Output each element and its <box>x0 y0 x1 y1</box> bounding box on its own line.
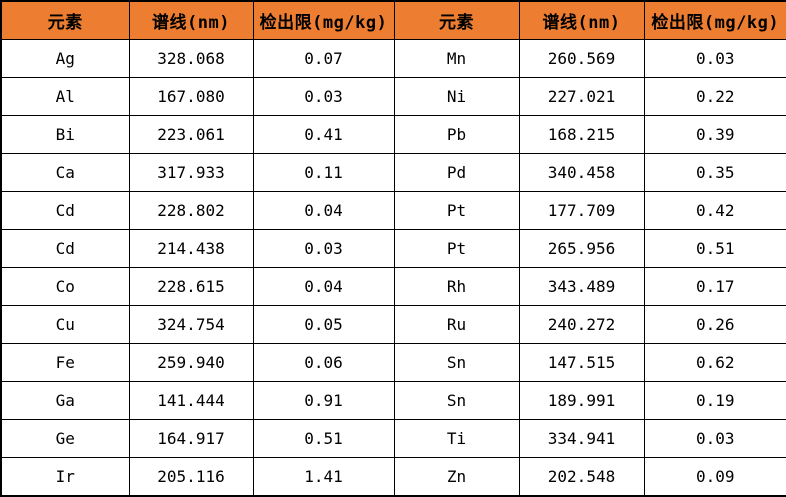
table-row: Ge 164.917 0.51 Ti 334.941 0.03 <box>0 418 786 458</box>
detection-limit-cell: 1.41 <box>252 456 395 497</box>
detection-limit-cell: 0.42 <box>643 190 786 230</box>
detection-limit-cell: 0.03 <box>643 418 786 458</box>
header-row: 元素 谱线(nm) 检出限(mg/kg) 元素 谱线(nm) 检出限(mg/kg… <box>0 0 786 40</box>
wavelength-cell: 147.515 <box>518 342 645 382</box>
wavelength-cell: 223.061 <box>128 114 254 154</box>
element-cell: Cu <box>0 304 130 344</box>
wavelength-cell: 177.709 <box>518 190 645 230</box>
element-cell: Ru <box>393 304 520 344</box>
header-detection-limit-left: 检出限(mg/kg) <box>252 0 395 40</box>
table-row: Ir 205.116 1.41 Zn 202.548 0.09 <box>0 456 786 497</box>
wavelength-cell: 265.956 <box>518 228 645 268</box>
table-row: Ga 141.444 0.91 Sn 189.991 0.19 <box>0 380 786 420</box>
element-cell: Ti <box>393 418 520 458</box>
table-row: Fe 259.940 0.06 Sn 147.515 0.62 <box>0 342 786 382</box>
detection-limit-cell: 0.51 <box>252 418 395 458</box>
wavelength-cell: 334.941 <box>518 418 645 458</box>
element-cell: Pt <box>393 190 520 230</box>
table-row: Bi 223.061 0.41 Pb 168.215 0.39 <box>0 114 786 154</box>
detection-limit-cell: 0.04 <box>252 266 395 306</box>
element-cell: Zn <box>393 456 520 497</box>
table-row: Ag 328.068 0.07 Mn 260.569 0.03 <box>0 38 786 78</box>
table-row: Al 167.080 0.03 Ni 227.021 0.22 <box>0 76 786 116</box>
element-cell: Ag <box>0 38 130 78</box>
wavelength-cell: 260.569 <box>518 38 645 78</box>
detection-limit-cell: 0.09 <box>643 456 786 497</box>
element-cell: Co <box>0 266 130 306</box>
table-row: Cu 324.754 0.05 Ru 240.272 0.26 <box>0 304 786 344</box>
element-cell: Ga <box>0 380 130 420</box>
element-cell: Mn <box>393 38 520 78</box>
detection-limit-cell: 0.91 <box>252 380 395 420</box>
element-cell: Ni <box>393 76 520 116</box>
wavelength-cell: 141.444 <box>128 380 254 420</box>
detection-limit-cell: 0.03 <box>252 76 395 116</box>
detection-limit-cell: 0.41 <box>252 114 395 154</box>
table-body: Ag 328.068 0.07 Mn 260.569 0.03 Al 167.080 0.03 N… <box>0 38 786 497</box>
detection-limit-cell: 0.51 <box>643 228 786 268</box>
element-cell: Ir <box>0 456 130 497</box>
detection-limit-cell: 0.26 <box>643 304 786 344</box>
wavelength-cell: 168.215 <box>518 114 645 154</box>
wavelength-cell: 317.933 <box>128 152 254 192</box>
header-element-left: 元素 <box>0 0 130 40</box>
detection-limit-cell: 0.19 <box>643 380 786 420</box>
element-cell: Pt <box>393 228 520 268</box>
element-cell: Pb <box>393 114 520 154</box>
detection-limit-cell: 0.07 <box>252 38 395 78</box>
element-cell: Ca <box>0 152 130 192</box>
table-row: Cd 228.802 0.04 Pt 177.709 0.42 <box>0 190 786 230</box>
detection-limit-cell: 0.03 <box>252 228 395 268</box>
wavelength-cell: 324.754 <box>128 304 254 344</box>
detection-limit-cell: 0.39 <box>643 114 786 154</box>
table-row: Ca 317.933 0.11 Pd 340.458 0.35 <box>0 152 786 192</box>
element-cell: Sn <box>393 380 520 420</box>
table-row: Co 228.615 0.04 Rh 343.489 0.17 <box>0 266 786 306</box>
detection-limit-cell: 0.35 <box>643 152 786 192</box>
element-cell: Fe <box>0 342 130 382</box>
detection-limit-cell: 0.06 <box>252 342 395 382</box>
detection-limit-cell: 0.11 <box>252 152 395 192</box>
element-cell: Rh <box>393 266 520 306</box>
wavelength-cell: 228.802 <box>128 190 254 230</box>
detection-limit-cell: 0.04 <box>252 190 395 230</box>
wavelength-cell: 259.940 <box>128 342 254 382</box>
wavelength-cell: 202.548 <box>518 456 645 497</box>
detection-limit-cell: 0.62 <box>643 342 786 382</box>
element-cell: Cd <box>0 190 130 230</box>
detection-limit-cell: 0.03 <box>643 38 786 78</box>
element-cell: Pd <box>393 152 520 192</box>
detection-limit-cell: 0.05 <box>252 304 395 344</box>
wavelength-cell: 228.615 <box>128 266 254 306</box>
element-cell: Ge <box>0 418 130 458</box>
element-cell: Cd <box>0 228 130 268</box>
header-element-right: 元素 <box>393 0 520 40</box>
element-cell: Al <box>0 76 130 116</box>
wavelength-cell: 164.917 <box>128 418 254 458</box>
wavelength-cell: 240.272 <box>518 304 645 344</box>
wavelength-cell: 167.080 <box>128 76 254 116</box>
element-cell: Bi <box>0 114 130 154</box>
detection-limit-cell: 0.17 <box>643 266 786 306</box>
wavelength-cell: 343.489 <box>518 266 645 306</box>
detection-limit-cell: 0.22 <box>643 76 786 116</box>
wavelength-cell: 340.458 <box>518 152 645 192</box>
wavelength-cell: 205.116 <box>128 456 254 497</box>
table-row: Cd 214.438 0.03 Pt 265.956 0.51 <box>0 228 786 268</box>
header-wavelength-left: 谱线(nm) <box>128 0 254 40</box>
element-cell: Sn <box>393 342 520 382</box>
header-wavelength-right: 谱线(nm) <box>518 0 645 40</box>
header-detection-limit-right: 检出限(mg/kg) <box>643 0 786 40</box>
wavelength-cell: 214.438 <box>128 228 254 268</box>
wavelength-cell: 189.991 <box>518 380 645 420</box>
wavelength-cell: 227.021 <box>518 76 645 116</box>
wavelength-cell: 328.068 <box>128 38 254 78</box>
